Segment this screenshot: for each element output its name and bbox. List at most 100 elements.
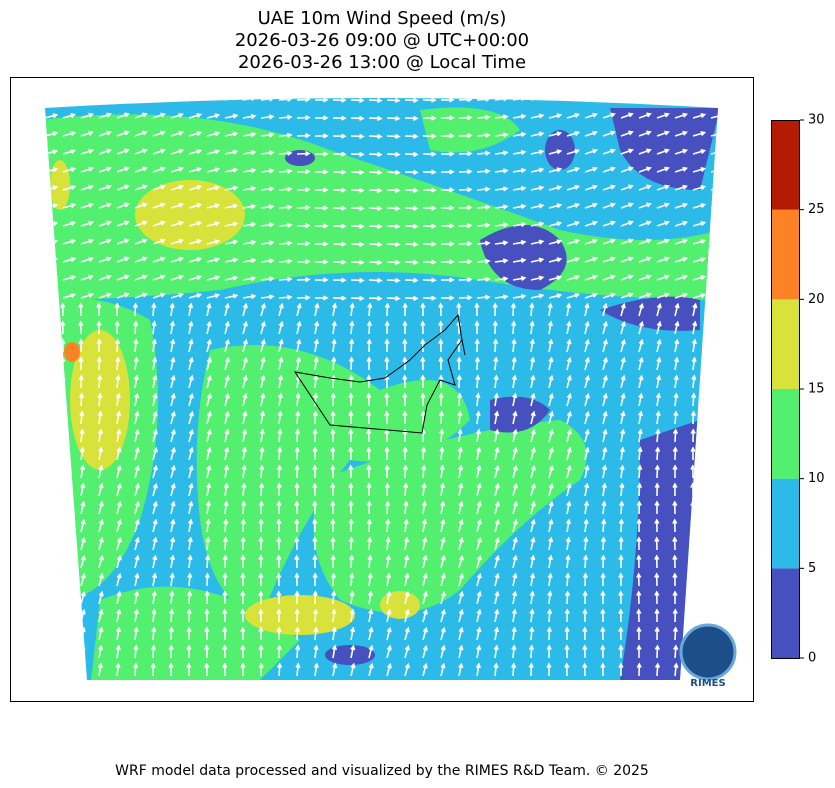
wind-arrow bbox=[674, 238, 688, 245]
wind-arrow bbox=[45, 356, 48, 371]
wind-arrow bbox=[80, 220, 94, 227]
wind-arrow bbox=[331, 608, 337, 623]
wind-arrow bbox=[440, 277, 455, 283]
wind-arrow bbox=[206, 302, 212, 317]
wind-arrow bbox=[276, 464, 283, 479]
wind-arrow bbox=[584, 338, 590, 353]
wind-arrow bbox=[242, 275, 257, 282]
wind-arrow bbox=[420, 356, 426, 371]
wind-arrow bbox=[314, 259, 329, 265]
wind-arrow bbox=[440, 626, 446, 641]
wind-arrow bbox=[80, 98, 94, 101]
wind-arrow bbox=[45, 338, 48, 353]
wind-arrow bbox=[494, 222, 509, 228]
wind-arrow bbox=[638, 256, 652, 263]
wind-arrow bbox=[493, 410, 500, 425]
wind-arrow bbox=[170, 392, 176, 407]
wind-arrow bbox=[276, 500, 282, 514]
wind-arrow bbox=[134, 428, 140, 443]
wind-arrow bbox=[314, 302, 320, 317]
wind-arrow bbox=[458, 482, 464, 497]
wind-arrow bbox=[314, 115, 329, 121]
wind-arrow bbox=[583, 536, 589, 551]
wind-arrow bbox=[548, 113, 563, 119]
wind-arrow bbox=[205, 500, 211, 515]
wind-arrow bbox=[620, 302, 626, 317]
wind-arrow bbox=[600, 608, 606, 623]
wind-arrow bbox=[278, 222, 293, 228]
wind-arrow bbox=[655, 410, 661, 425]
wind-arrow bbox=[45, 608, 50, 623]
wind-arrow bbox=[242, 131, 257, 138]
wind-arrow bbox=[260, 374, 266, 389]
wind-arrow bbox=[638, 112, 652, 119]
wind-arrow bbox=[530, 149, 545, 155]
wind-arrow bbox=[62, 166, 77, 173]
wind-arrow bbox=[97, 392, 103, 407]
wind-arrow bbox=[224, 356, 230, 371]
wind-arrow bbox=[566, 482, 572, 497]
wind-arrow bbox=[530, 167, 545, 173]
wind-arrow bbox=[386, 259, 401, 266]
wind-arrow bbox=[45, 464, 49, 479]
wind-arrow bbox=[98, 112, 112, 119]
wind-arrow bbox=[116, 518, 122, 533]
wind-arrow bbox=[422, 98, 437, 103]
wind-arrow bbox=[656, 338, 662, 353]
wind-arrow bbox=[62, 626, 68, 641]
wind-arrow bbox=[637, 410, 644, 425]
wind-arrow bbox=[62, 112, 77, 119]
wind-arrow bbox=[133, 626, 139, 641]
wind-arrow bbox=[350, 151, 365, 157]
wind-arrow bbox=[494, 554, 500, 569]
wind-arrow bbox=[600, 626, 606, 641]
wind-arrow bbox=[566, 428, 572, 443]
wind-arrow bbox=[492, 320, 498, 335]
wind-arrow bbox=[278, 374, 284, 389]
wind-arrow bbox=[78, 302, 84, 317]
wind-arrow bbox=[404, 241, 419, 247]
wind-arrow bbox=[278, 186, 293, 192]
wind-arrow bbox=[45, 482, 49, 497]
wind-arrow bbox=[312, 500, 318, 515]
wind-arrow bbox=[45, 428, 48, 443]
wind-arrow bbox=[332, 115, 347, 121]
wind-arrow bbox=[656, 356, 662, 371]
wind-arrow bbox=[60, 320, 66, 335]
wind-arrow bbox=[206, 203, 221, 209]
wind-arrow bbox=[548, 221, 563, 227]
wind-arrow bbox=[708, 410, 714, 425]
wind-arrow bbox=[133, 644, 139, 659]
wind-arrow bbox=[546, 662, 552, 677]
wind-arrow bbox=[79, 446, 85, 461]
wind-arrow bbox=[494, 482, 500, 497]
wind-arrow bbox=[260, 150, 275, 156]
wind-arrow bbox=[475, 428, 482, 443]
wind-arrow bbox=[674, 256, 688, 263]
wind-arrow bbox=[691, 356, 697, 371]
wind-arrow bbox=[296, 338, 302, 353]
wind-arrow bbox=[170, 482, 176, 497]
wind-arrow bbox=[440, 500, 446, 515]
wind-arrow bbox=[692, 130, 707, 137]
wind-arrow bbox=[260, 302, 266, 317]
wind-arrow bbox=[566, 112, 581, 119]
wind-arrow bbox=[601, 482, 607, 497]
wind-arrow bbox=[457, 464, 464, 479]
wind-arrow bbox=[420, 392, 426, 407]
wind-arrow bbox=[618, 626, 624, 641]
wind-arrow bbox=[512, 275, 527, 282]
wind-arrow bbox=[205, 536, 211, 551]
wind-arrow bbox=[690, 410, 696, 425]
wind-arrow bbox=[548, 392, 554, 407]
wind-arrow bbox=[709, 608, 715, 623]
wind-arrow bbox=[350, 205, 365, 211]
wind-arrow bbox=[206, 293, 221, 299]
wind-arrow bbox=[78, 338, 84, 353]
wind-arrow bbox=[45, 410, 48, 425]
wind-arrow bbox=[655, 392, 661, 407]
wind-arrow bbox=[512, 257, 527, 264]
wind-arrow bbox=[115, 410, 122, 425]
wind-arrow bbox=[222, 608, 228, 623]
wind-arrow bbox=[708, 482, 714, 497]
